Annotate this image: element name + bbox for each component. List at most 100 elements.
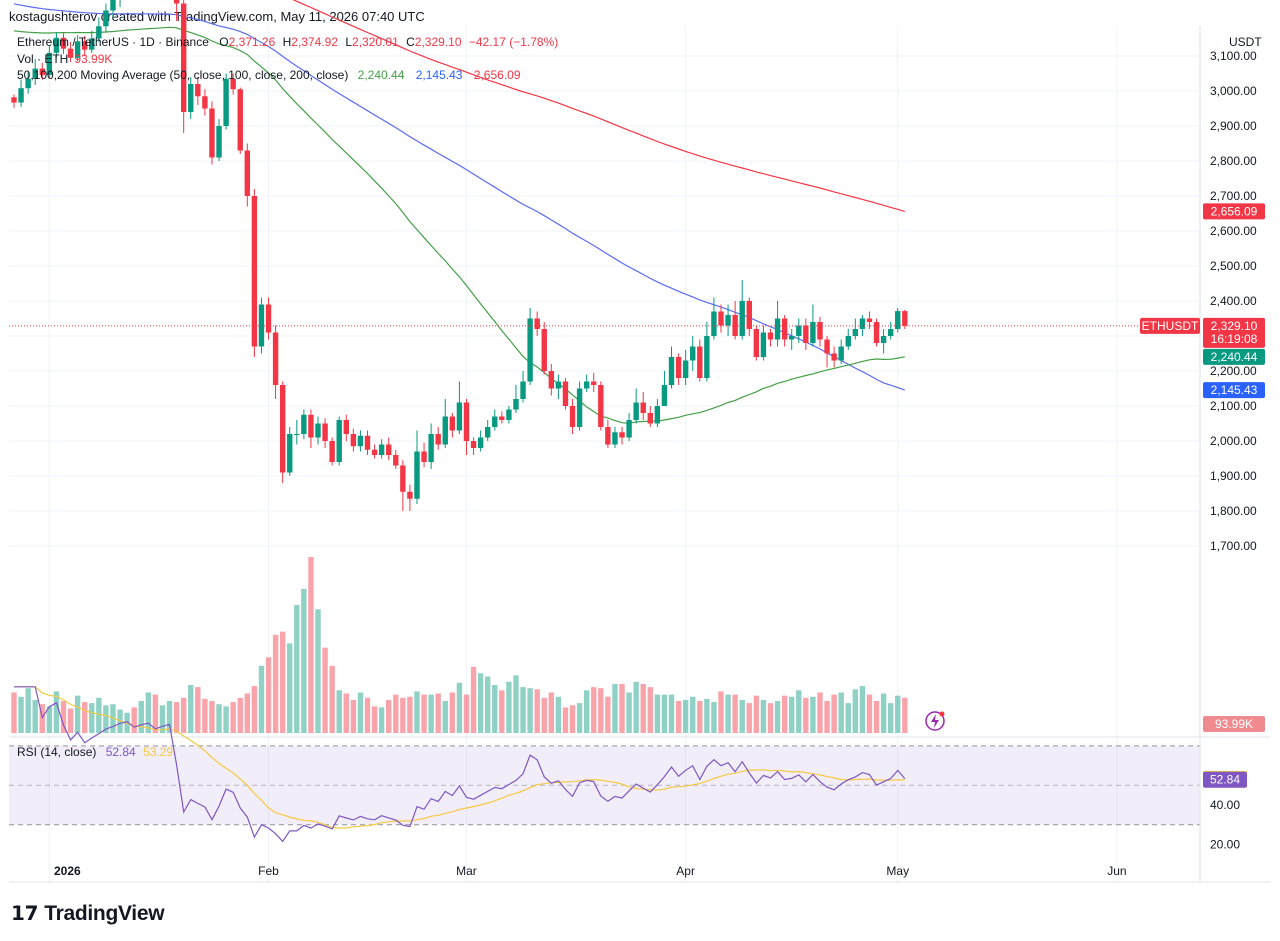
candle-body [845,336,851,347]
candle-body [576,388,583,427]
rsi-ma-line [14,686,905,829]
volume-bar [697,701,703,733]
volume-bar [760,699,767,733]
volume-bar [534,689,540,733]
candle-body [315,423,321,438]
volume-bar [605,696,611,733]
candle-body [393,455,399,466]
volume-bar [188,685,194,733]
candle-body [753,329,760,357]
candle-body [195,84,201,97]
candle-body [53,37,60,53]
candle-body [725,315,731,326]
volume-bar [18,696,24,733]
candle-body [711,311,717,336]
candle-body [555,381,562,389]
candle-body [39,68,45,75]
ma50-value: 2,240.44 [357,68,405,82]
candle-body [96,26,102,39]
volume-bar [216,704,222,733]
ma-tag-bg [1203,348,1265,365]
price-tick-label: 2,500.00 [1210,259,1257,273]
candle-body [336,420,342,462]
candle-body [407,491,413,499]
ma-legend: 50,100,200 Moving Average (50, close, 10… [17,68,525,82]
volume-bar [520,687,526,733]
rsi-value: 52.84 [105,745,136,759]
time-tick-label: Feb [258,864,279,878]
volume-bar [492,685,498,733]
countdown-value: 16:19:08 [1211,332,1258,346]
candle-body [647,413,653,424]
ma-tag: 2,656.09 [1211,204,1258,218]
volume-bar [640,683,646,733]
candle-body [272,332,279,385]
rsi-legend: RSI (14, close) 52.84 53.29 [17,745,177,759]
volume-bar [336,690,342,733]
volume-bar [548,692,555,733]
volume-bar [131,707,137,733]
volume-bar [357,692,364,733]
volume-bar [866,694,873,733]
price-tick-label: 3,000.00 [1210,84,1257,98]
volume-bar [852,689,859,733]
candle-body [435,434,441,445]
price-tick-label: 1,800.00 [1210,504,1257,518]
volume-bar [195,687,201,733]
volume-bar [393,694,399,733]
volume-bars [11,557,908,733]
candle-body [767,332,774,340]
volume-tag: 93.99K [1215,717,1253,731]
volume-bar [173,702,180,733]
volume-bar [661,694,668,733]
candle-body [562,381,569,406]
last-price-tag-bg [1203,317,1265,348]
volume-bar [258,665,265,733]
candle-body [265,304,272,333]
symbol-legend: Ethereum / TetherUS · 1D · Binance O2,37… [17,35,562,49]
volume-bar [407,696,413,733]
volume-bar [308,557,314,733]
volume-bar [562,707,569,733]
symbol-tag-bg [1140,317,1200,334]
candle-body [612,432,618,445]
volume-bar [675,701,682,733]
candle-body [237,89,243,151]
ma100-line [13,3,906,391]
candle-body [739,301,745,336]
candle-body [456,402,463,431]
volume-bar [329,665,335,733]
candle-body [626,420,632,438]
volume-bar [138,701,144,733]
volume-bar [279,631,286,733]
candle-body [202,96,208,109]
candle-body [781,318,788,340]
volume-bar [449,692,456,733]
price-tick-label: 2,400.00 [1210,294,1257,308]
tradingview-logo[interactable]: 𝟭𝟳 TradingView [11,901,165,926]
volume-bar [887,703,894,733]
volume-bar [781,695,788,733]
candle-body [605,427,611,445]
volume-bar [654,694,661,733]
price-tick-label: 2,200.00 [1210,364,1257,378]
candle-body [583,381,590,389]
volume-bar [774,701,781,733]
volume-bar [682,699,689,733]
volume-bar [690,696,696,733]
candle-body [180,3,187,112]
candle-body [824,339,830,354]
rsi-label: RSI (14, close) [17,745,97,759]
volume-bar [202,698,208,733]
candle-body [173,0,180,4]
candle-body [810,322,816,343]
currency-label: USDT [1229,35,1262,49]
volume-bar [513,675,519,733]
volume-bar [541,697,547,733]
volume-bar [414,691,420,733]
volume-bar [668,694,675,733]
candle-body [859,318,866,329]
candle-body [682,360,689,378]
replay-icon-bolt [931,714,939,728]
